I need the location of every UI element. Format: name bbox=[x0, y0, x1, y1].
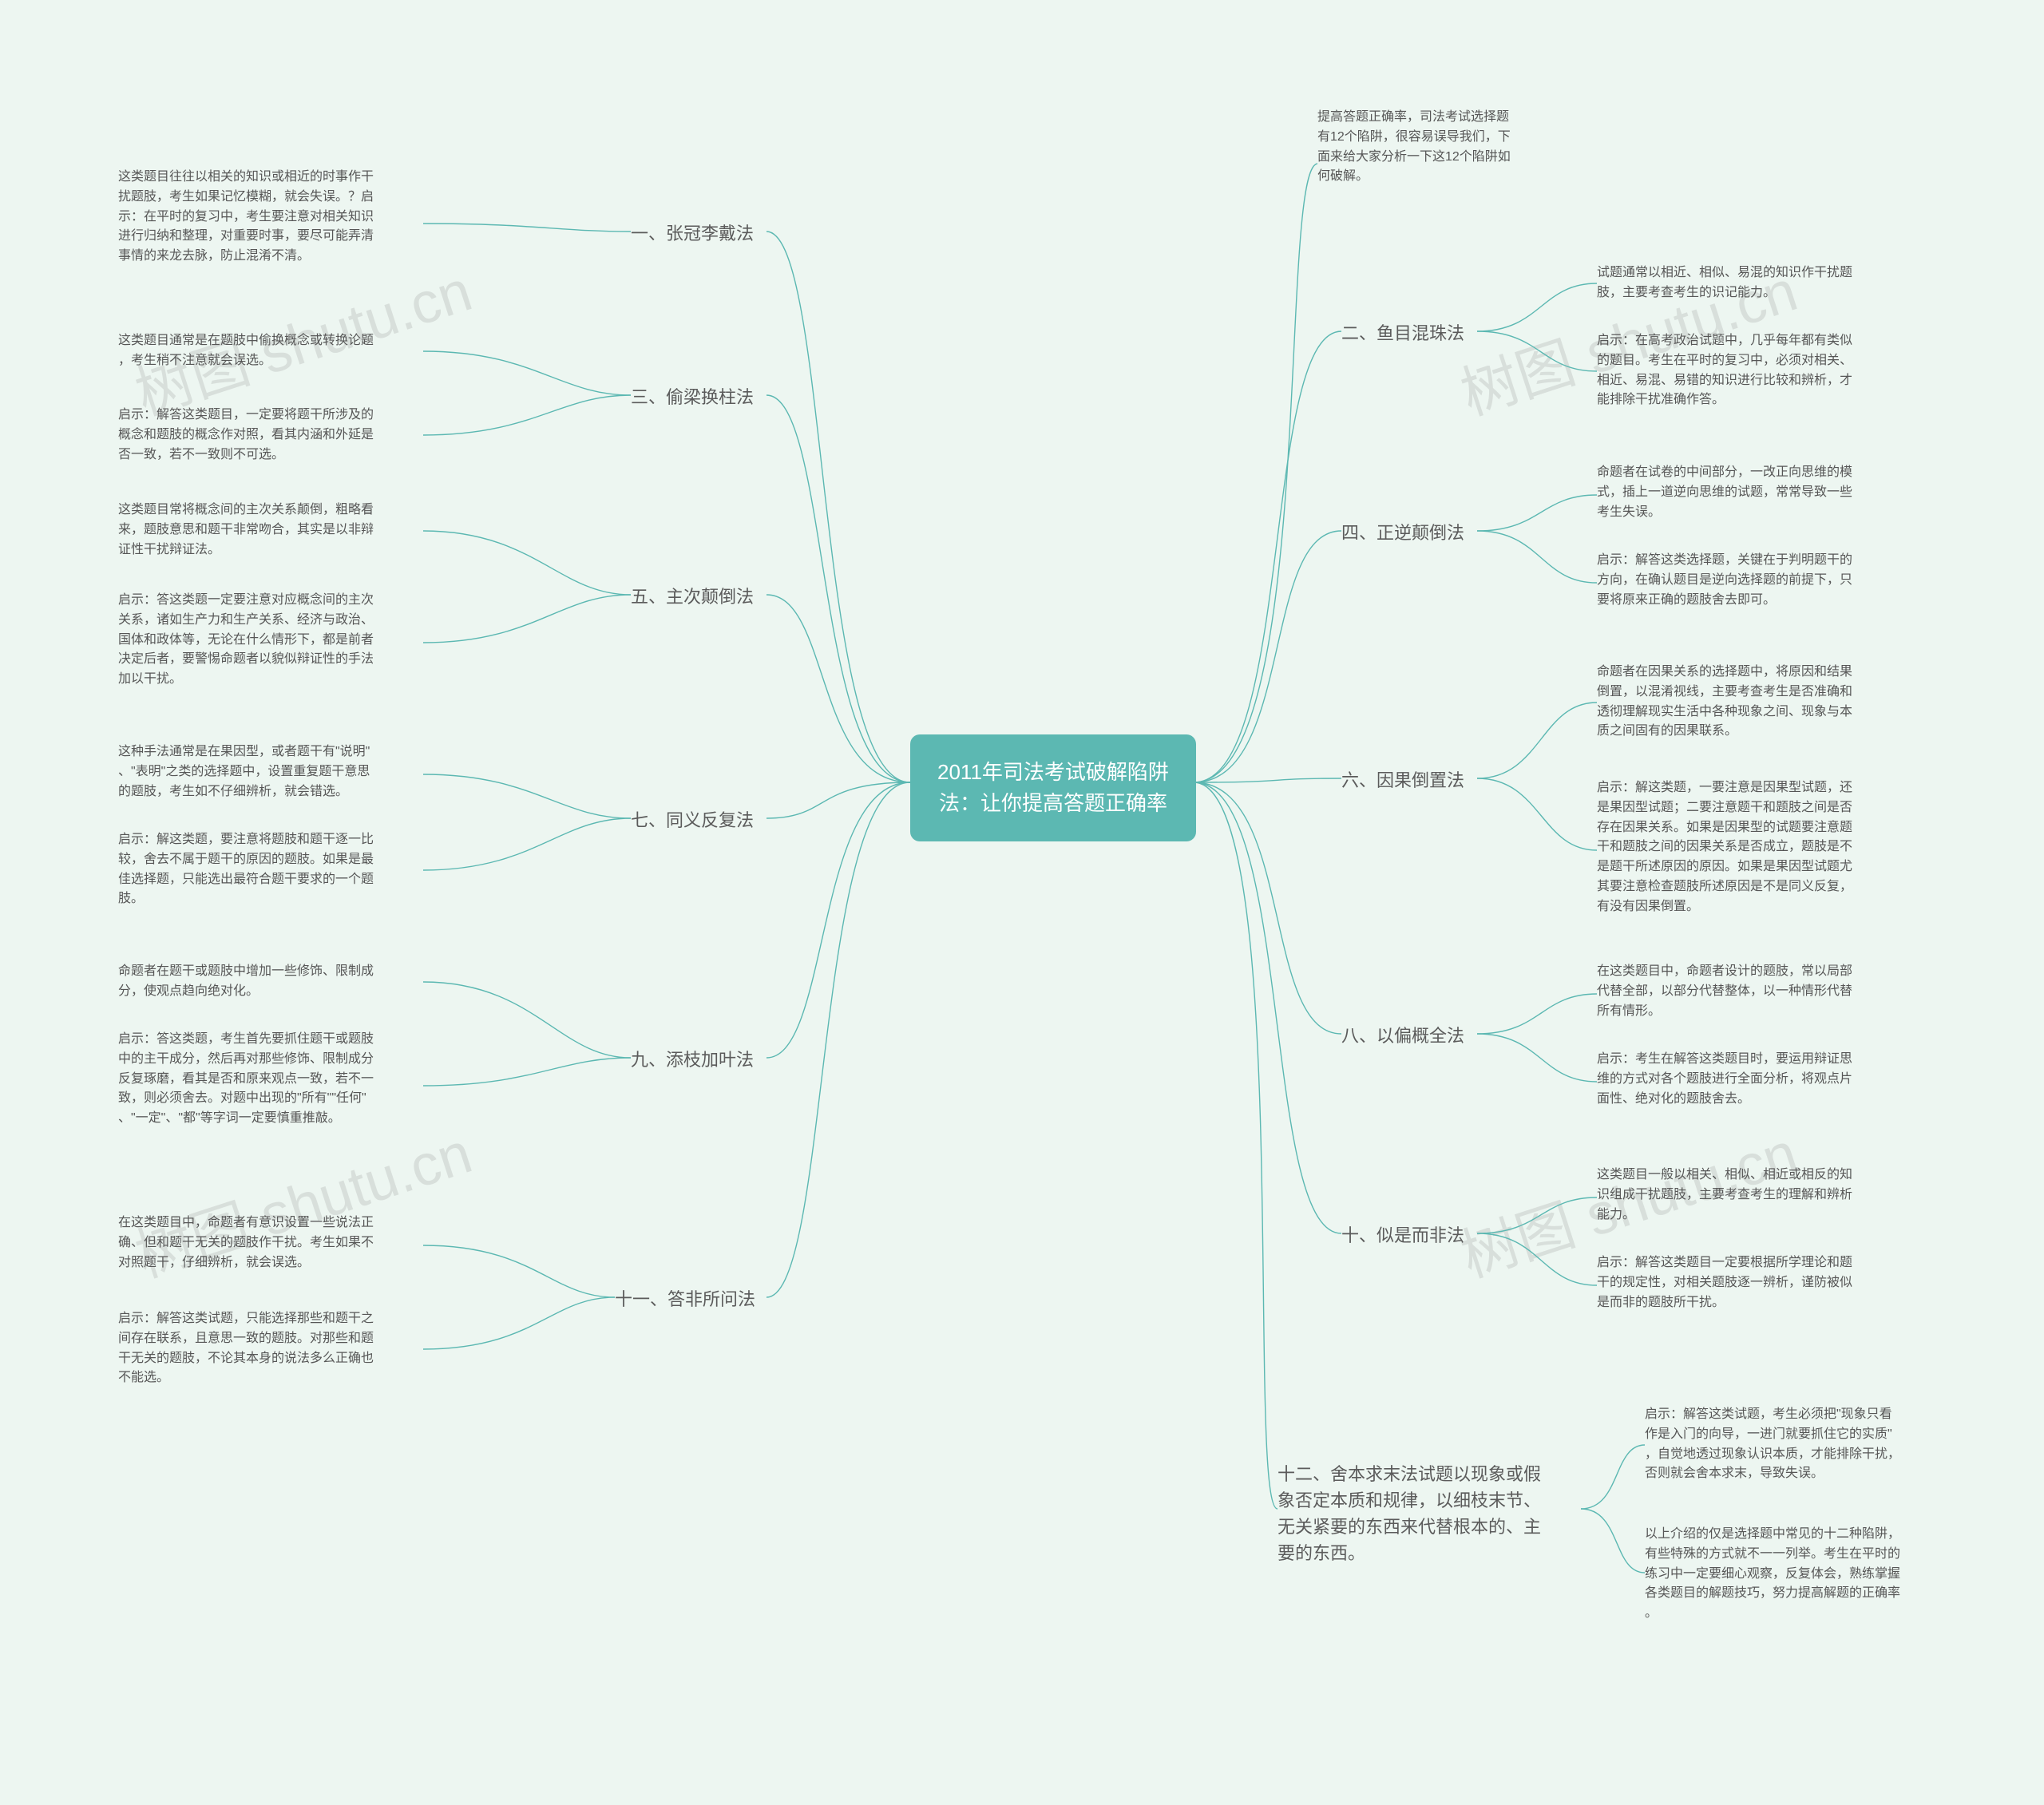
desc-11-2: 启示：解答这类试题，只能选择那些和题干之 间存在联系，且意思一致的题肢。对那些和… bbox=[118, 1309, 422, 1388]
desc-4-2: 启示：解答这类选择题，关键在于判明题干的 方向，在确认题目是逆向选择题的前提下，… bbox=[1597, 551, 1900, 610]
desc-3-1: 这类题目通常是在题肢中偷换概念或转换论题 ，考生稍不注意就会误选。 bbox=[118, 331, 422, 371]
desc-9-1: 命题者在题干或题肢中增加一些修饰、限制成 分，使观点趋向绝对化。 bbox=[118, 962, 422, 1002]
branch-5: 五、主次颠倒法 bbox=[631, 583, 754, 612]
desc-4-1: 命题者在试卷的中间部分，一改正向思维的模 式，插上一道逆向思维的试题，常常导致一… bbox=[1597, 463, 1900, 522]
desc-10-1: 这类题目一般以相关、相似、相近或相反的知 识组成干扰题肢，主要考查考生的理解和辨… bbox=[1597, 1166, 1900, 1225]
branch-12: 十二、舍本求末法试题以现象或假 象否定本质和规律，以细枝末节、 无关紧要的东西来… bbox=[1278, 1461, 1541, 1570]
desc-5-2: 启示：答这类题一定要注意对应概念间的主次 关系，诸如生产力和生产关系、经济与政治… bbox=[118, 591, 422, 690]
desc-2-1: 试题通常以相近、相似、易混的知识作干扰题 肢，主要考查考生的识记能力。 bbox=[1597, 263, 1900, 303]
mindmap-canvas: 树图 shutu.cn 树图 shutu.cn 树图 shutu.cn 树图 s… bbox=[0, 0, 2044, 1805]
center-node: 2011年司法考试破解陷阱 法：让你提高答题正确率 bbox=[910, 734, 1196, 841]
desc-8-2: 启示：考生在解答这类题目时，要运用辩证思 维的方式对各个题肢进行全面分析，将观点… bbox=[1597, 1050, 1900, 1109]
desc-5-1: 这类题目常将概念间的主次关系颠倒，粗略看 来，题肢意思和题干非常吻合，其实是以非… bbox=[118, 501, 422, 560]
branch-9: 九、添枝加叶法 bbox=[631, 1046, 754, 1075]
branch-8: 八、以偏概全法 bbox=[1341, 1022, 1464, 1051]
desc-6-1: 命题者在因果关系的选择题中，将原因和结果 倒置，以混淆视线，主要考查考生是否准确… bbox=[1597, 663, 1900, 742]
desc-6-2: 启示：解这类题，一要注意是因果型试题，还 是果因型试题；二要注意题干和题肢之间是… bbox=[1597, 778, 1900, 917]
intro-text: 提高答题正确率，司法考试选择题 有12个陷阱，很容易误导我们，下 面来给大家分析… bbox=[1317, 108, 1637, 187]
desc-1-1: 这类题目往往以相关的知识或相近的时事作干 扰题肢，考生如果记忆模糊，就会失误。？… bbox=[118, 168, 422, 267]
desc-3-2: 启示：解答这类题目，一定要将题干所涉及的 概念和题肢的概念作对照，看其内涵和外延… bbox=[118, 406, 422, 465]
desc-7-2: 启示：解这类题，要注意将题肢和题干逐一比 较，舍去不属于题干的原因的题肢。如果是… bbox=[118, 830, 422, 909]
branch-11: 十一、答非所问法 bbox=[615, 1285, 755, 1315]
desc-12-1: 启示：解答这类试题，考生必须把"现象只看 作是入门的向导，一进门就要抓住它的实质… bbox=[1645, 1405, 1948, 1484]
desc-9-2: 启示：答这类题，考生首先要抓住题干或题肢 中的主干成分，然后再对那些修饰、限制成… bbox=[118, 1030, 422, 1129]
branch-7: 七、同义反复法 bbox=[631, 806, 754, 836]
desc-10-2: 启示：解答这类题目一定要根据所学理论和题 干的规定性，对相关题肢逐一辨析，谨防被… bbox=[1597, 1253, 1900, 1312]
desc-12-2: 以上介绍的仅是选择题中常见的十二种陷阱， 有些特殊的方式就不一一列举。考生在平时… bbox=[1645, 1525, 1948, 1624]
desc-11-1: 在这类题目中，命题者有意识设置一些说法正 确、但和题干无关的题肢作干扰。考生如果… bbox=[118, 1213, 422, 1273]
desc-8-1: 在这类题目中，命题者设计的题肢，常以局部 代替全部，以部分代替整体，以一种情形代… bbox=[1597, 962, 1900, 1021]
branch-2: 二、鱼目混珠法 bbox=[1341, 319, 1464, 349]
branch-10: 十、似是而非法 bbox=[1341, 1221, 1464, 1251]
branch-6: 六、因果倒置法 bbox=[1341, 766, 1464, 796]
branch-1: 一、张冠李戴法 bbox=[631, 220, 754, 249]
branch-4: 四、正逆颠倒法 bbox=[1341, 519, 1464, 548]
desc-2-2: 启示：在高考政治试题中，几乎每年都有类似 的题目。考生在平时的复习中，必须对相关… bbox=[1597, 331, 1900, 410]
desc-7-1: 这种手法通常是在果因型，或者题干有"说明" 、"表明"之类的选择题中，设置重复题… bbox=[118, 742, 422, 802]
branch-3: 三、偷梁换柱法 bbox=[631, 383, 754, 413]
